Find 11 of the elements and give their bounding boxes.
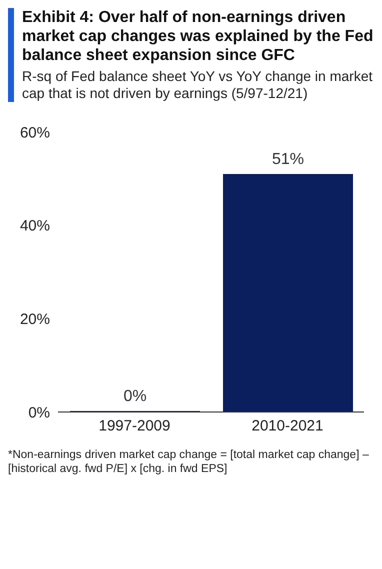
x-tick-label: 1997-2009 <box>98 418 170 435</box>
y-tick-label: 40% <box>20 218 50 235</box>
chart-title: Exhibit 4: Over half of non-earnings driven market cap changes was explained by the Fed balance sheet expansion since GFC <box>22 8 374 65</box>
y-tick-label: 0% <box>28 404 50 422</box>
x-tick-label: 2010-2021 <box>252 418 324 435</box>
data-label: 0% <box>123 388 147 405</box>
data-label: 51% <box>272 151 304 168</box>
y-tick-label: 20% <box>20 310 50 328</box>
text: *Non-earnings driven market cap change = [total market cap change] – [historical avg. fwd P/E] x [chg. in fwd EPS] <box>8 448 370 476</box>
y-tick-label: 60% <box>20 124 50 142</box>
chart-subtitle: R-sq of Fed balance sheet YoY vs YoY change in market cap that is not driven by earnings (5/97-12/21) <box>22 68 374 102</box>
